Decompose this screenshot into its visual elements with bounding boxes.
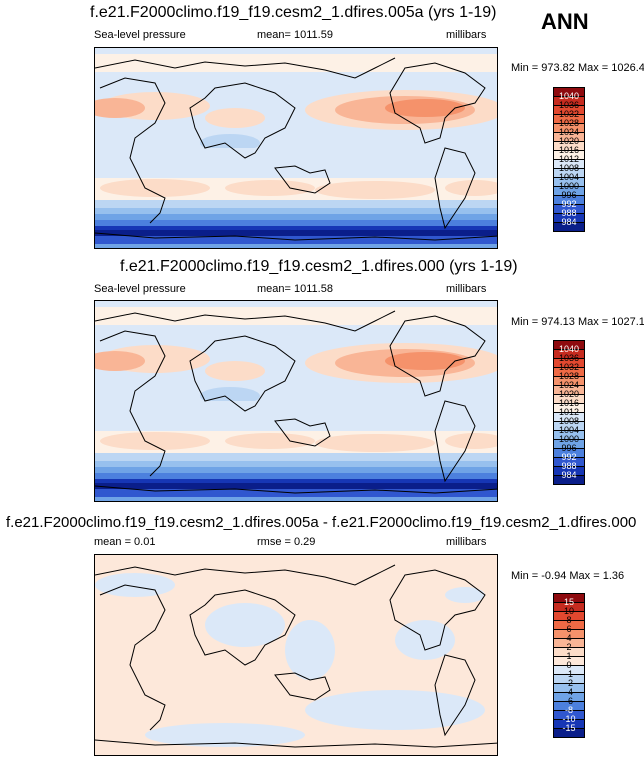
season-label: ANN	[541, 9, 589, 34]
colorbar-label: 0	[566, 660, 572, 670]
colorbar-label: 1012	[558, 154, 580, 164]
colorbar-label: 1004	[558, 425, 580, 435]
colorbar-label: 1000	[558, 181, 580, 191]
colorbar-label: 1032	[558, 362, 580, 372]
colorbar-swatch	[553, 340, 585, 350]
panel1-map	[94, 47, 498, 249]
panel1-minmax-label: Min = 973.82 Max = 1026.47	[511, 62, 644, 74]
panel3-mean-label: mean = 0.01	[94, 536, 156, 548]
colorbar-label: -1	[564, 669, 573, 679]
panel1-mean-label: mean= 1011.59	[257, 29, 333, 41]
colorbar-label: 2	[566, 642, 572, 652]
colorbar-label: 988	[561, 208, 577, 218]
panel2-mean-label: mean= 1011.58	[257, 283, 333, 295]
colorbar-label: -2	[564, 678, 573, 688]
colorbar-label: 992	[561, 199, 577, 209]
colorbar-label: 1036	[558, 100, 580, 110]
panel3-title: f.e21.F2000climo.f19_f19.cesm2_1.dfires.…	[6, 514, 637, 531]
colorbar-label: -6	[564, 696, 573, 706]
colorbar-label: 1032	[558, 109, 580, 119]
panel1-colorbar: 1040 1036 1032 1028 1024 1020 1016 1012 …	[553, 87, 585, 247]
colorbar-label: 1000	[558, 434, 580, 444]
colorbar-label: 10	[563, 606, 574, 616]
colorbar-label: 1016	[558, 398, 580, 408]
colorbar-label: 988	[561, 461, 577, 471]
panel3-colorbar: 15 10 8 6 4 2 1 0 -1 -2 -4 -6 -8 -10 -15	[553, 593, 585, 753]
colorbar-label: 1020	[558, 389, 580, 399]
colorbar-label: 1024	[558, 380, 580, 390]
colorbar-label: 996	[561, 443, 577, 453]
colorbar-label: 1004	[558, 172, 580, 182]
colorbar-label: 1012	[558, 407, 580, 417]
panel2-title: f.e21.F2000climo.f19_f19.cesm2_1.dfires.…	[120, 258, 518, 275]
colorbar-label: 1020	[558, 136, 580, 146]
colorbar-swatch	[553, 87, 585, 97]
colorbar-label: 1	[566, 651, 572, 661]
colorbar-label: 1008	[558, 163, 580, 173]
colorbar-label: -8	[564, 705, 573, 715]
panel3-minmax-label: Min = -0.94 Max = 1.36	[511, 570, 625, 582]
colorbar-label: 1036	[558, 353, 580, 363]
colorbar-label: 15	[563, 597, 574, 607]
colorbar-label: 8	[566, 615, 572, 625]
panel2-map	[94, 300, 498, 502]
colorbar-label: 1028	[558, 371, 580, 381]
panel3-units-label: millibars	[446, 536, 487, 548]
panel2-units-label: millibars	[446, 283, 487, 295]
colorbar-label: -10	[562, 714, 576, 724]
colorbar-swatch	[553, 593, 585, 603]
colorbar-label: 1008	[558, 416, 580, 426]
colorbar-label: 1040	[558, 344, 580, 354]
panel1-variable-label: Sea-level pressure	[94, 29, 186, 41]
colorbar-label: 984	[561, 217, 577, 227]
colorbar-label: 1016	[558, 145, 580, 155]
panel2-variable-label: Sea-level pressure	[94, 283, 186, 295]
colorbar-label: 984	[561, 470, 577, 480]
panel3-map	[94, 554, 498, 756]
colorbar-label: -4	[564, 687, 573, 697]
panel3-rmse-label: rmse = 0.29	[257, 536, 316, 548]
colorbar-label: 992	[561, 452, 577, 462]
panel2-colorbar: 1040 1036 1032 1028 1024 1020 1016 1012 …	[553, 340, 585, 500]
colorbar-label: 1028	[558, 118, 580, 128]
colorbar-label: -15	[562, 723, 576, 733]
colorbar-label: 1040	[558, 91, 580, 101]
colorbar-label: 996	[561, 190, 577, 200]
colorbar-label: 1024	[558, 127, 580, 137]
colorbar-label: 6	[566, 624, 572, 634]
panel2-minmax-label: Min = 974.13 Max = 1027.11	[511, 316, 644, 328]
panel1-units-label: millibars	[446, 29, 487, 41]
colorbar-label: 4	[566, 633, 572, 643]
panel1-title: f.e21.F2000climo.f19_f19.cesm2_1.dfires.…	[90, 4, 497, 21]
